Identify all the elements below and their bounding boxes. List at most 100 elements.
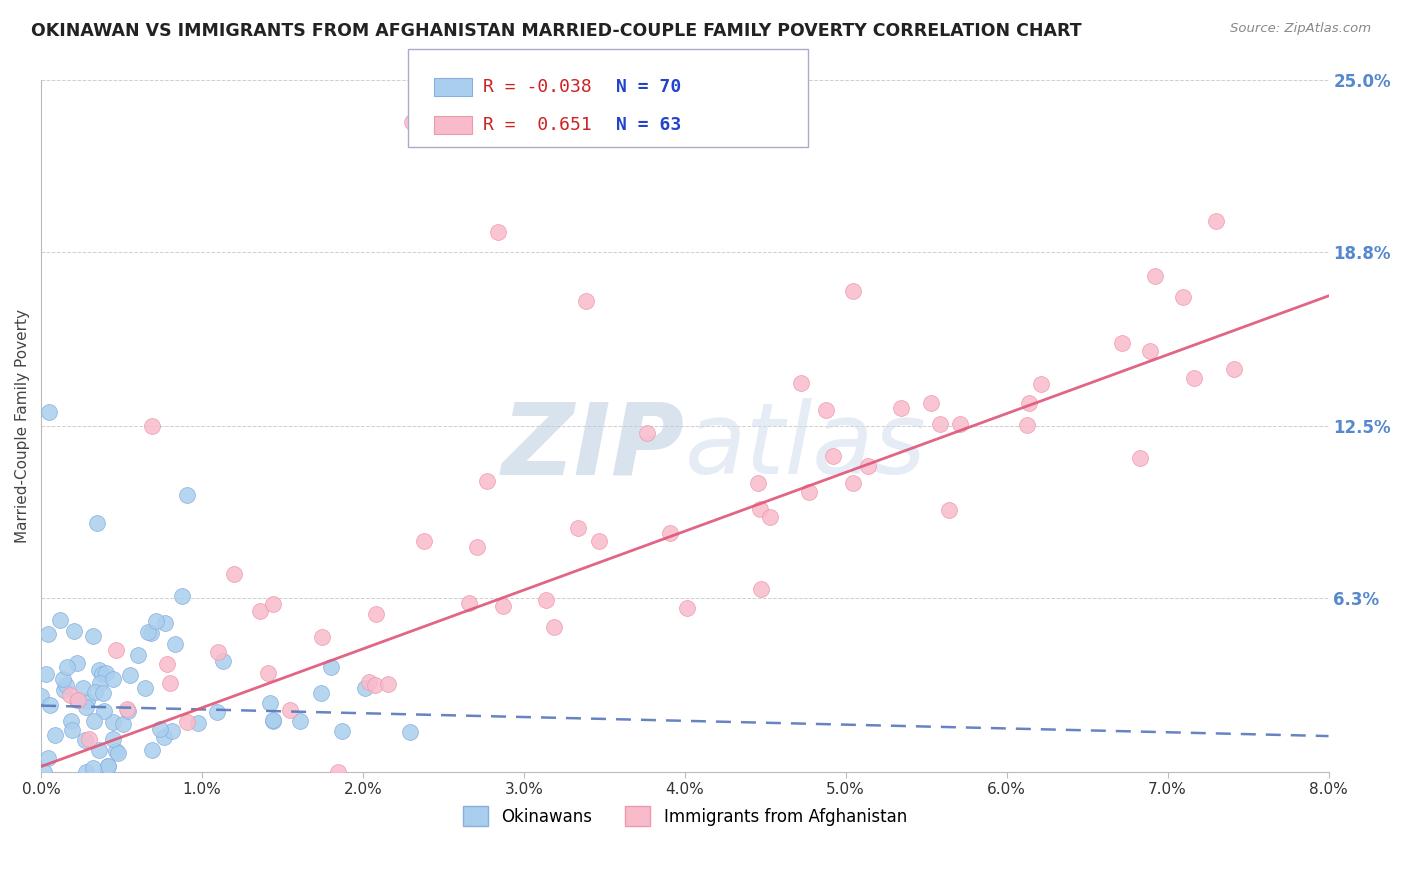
Point bbox=[814, 403, 837, 417]
Point bbox=[53, 682, 76, 697]
Point bbox=[823, 449, 845, 463]
Point bbox=[118, 668, 141, 682]
Point bbox=[60, 714, 83, 729]
Point bbox=[949, 417, 972, 431]
Point bbox=[187, 715, 209, 730]
Point bbox=[938, 502, 960, 516]
Point bbox=[96, 666, 118, 681]
Text: R = -0.038: R = -0.038 bbox=[482, 78, 592, 96]
Point bbox=[749, 501, 772, 516]
Point bbox=[30, 690, 52, 704]
Point bbox=[1205, 214, 1227, 228]
Point bbox=[97, 759, 120, 773]
Point bbox=[353, 681, 375, 695]
Point bbox=[101, 714, 124, 729]
Point bbox=[658, 526, 681, 541]
Point bbox=[104, 744, 127, 758]
Point bbox=[91, 686, 114, 700]
Point bbox=[207, 645, 229, 659]
Point bbox=[83, 685, 105, 699]
Point bbox=[288, 714, 311, 728]
Point bbox=[77, 731, 100, 746]
Point bbox=[309, 686, 332, 700]
Point bbox=[205, 705, 228, 719]
Point bbox=[83, 714, 105, 728]
Point bbox=[1129, 450, 1152, 465]
Point bbox=[172, 589, 194, 603]
Point bbox=[159, 676, 181, 690]
Point bbox=[176, 488, 198, 502]
Point bbox=[35, 667, 58, 681]
Point bbox=[91, 666, 114, 681]
Point bbox=[101, 732, 124, 747]
Point bbox=[224, 566, 246, 581]
Point bbox=[59, 688, 82, 702]
Point bbox=[262, 714, 284, 728]
Point bbox=[842, 284, 865, 298]
Point bbox=[104, 643, 127, 657]
Point bbox=[76, 694, 98, 708]
Point bbox=[920, 396, 942, 410]
Point bbox=[588, 534, 610, 549]
Point bbox=[929, 417, 952, 431]
Point bbox=[357, 674, 380, 689]
Point bbox=[101, 672, 124, 686]
Point bbox=[145, 614, 167, 628]
Point bbox=[55, 678, 77, 692]
Point bbox=[82, 761, 104, 775]
Point bbox=[1111, 335, 1133, 350]
Point bbox=[259, 696, 281, 710]
Point bbox=[176, 715, 198, 730]
Point bbox=[364, 607, 387, 621]
Point bbox=[37, 751, 59, 765]
Point bbox=[534, 592, 557, 607]
Point bbox=[149, 723, 172, 737]
Point bbox=[856, 458, 879, 473]
Legend: Okinawans, Immigrants from Afghanistan: Okinawans, Immigrants from Afghanistan bbox=[456, 799, 914, 833]
Text: N = 63: N = 63 bbox=[616, 116, 682, 134]
Point bbox=[66, 693, 89, 707]
Point bbox=[165, 637, 187, 651]
Point bbox=[38, 405, 60, 419]
Y-axis label: Married-Couple Family Poverty: Married-Couple Family Poverty bbox=[15, 309, 30, 543]
Point bbox=[1223, 361, 1246, 376]
Point bbox=[107, 746, 129, 760]
Text: R =  0.651: R = 0.651 bbox=[482, 116, 592, 134]
Text: Source: ZipAtlas.com: Source: ZipAtlas.com bbox=[1230, 22, 1371, 36]
Point bbox=[89, 663, 111, 677]
Point bbox=[311, 630, 333, 644]
Point bbox=[841, 476, 863, 491]
Point bbox=[262, 598, 284, 612]
Point bbox=[401, 114, 423, 128]
Point bbox=[115, 702, 138, 716]
Point bbox=[398, 725, 420, 739]
Point bbox=[889, 401, 911, 416]
Point bbox=[567, 521, 589, 535]
Point bbox=[749, 582, 772, 597]
Point bbox=[212, 654, 235, 668]
Point bbox=[37, 627, 59, 641]
Point bbox=[262, 713, 284, 727]
Point bbox=[330, 724, 353, 739]
Point bbox=[39, 698, 62, 712]
Point bbox=[56, 660, 79, 674]
Point bbox=[127, 648, 149, 662]
Point bbox=[152, 730, 174, 744]
Point bbox=[278, 703, 301, 717]
Point bbox=[72, 681, 94, 695]
Point bbox=[475, 474, 498, 488]
Point bbox=[86, 516, 108, 530]
Point bbox=[574, 294, 596, 309]
Point bbox=[328, 765, 350, 780]
Point bbox=[155, 616, 177, 631]
Point bbox=[412, 533, 434, 548]
Point bbox=[675, 600, 697, 615]
Point bbox=[1018, 395, 1040, 409]
Point bbox=[93, 704, 115, 718]
Point bbox=[249, 604, 271, 618]
Point bbox=[492, 599, 515, 613]
Point bbox=[66, 693, 89, 707]
Point bbox=[75, 733, 97, 747]
Point bbox=[486, 225, 509, 239]
Point bbox=[134, 681, 156, 696]
